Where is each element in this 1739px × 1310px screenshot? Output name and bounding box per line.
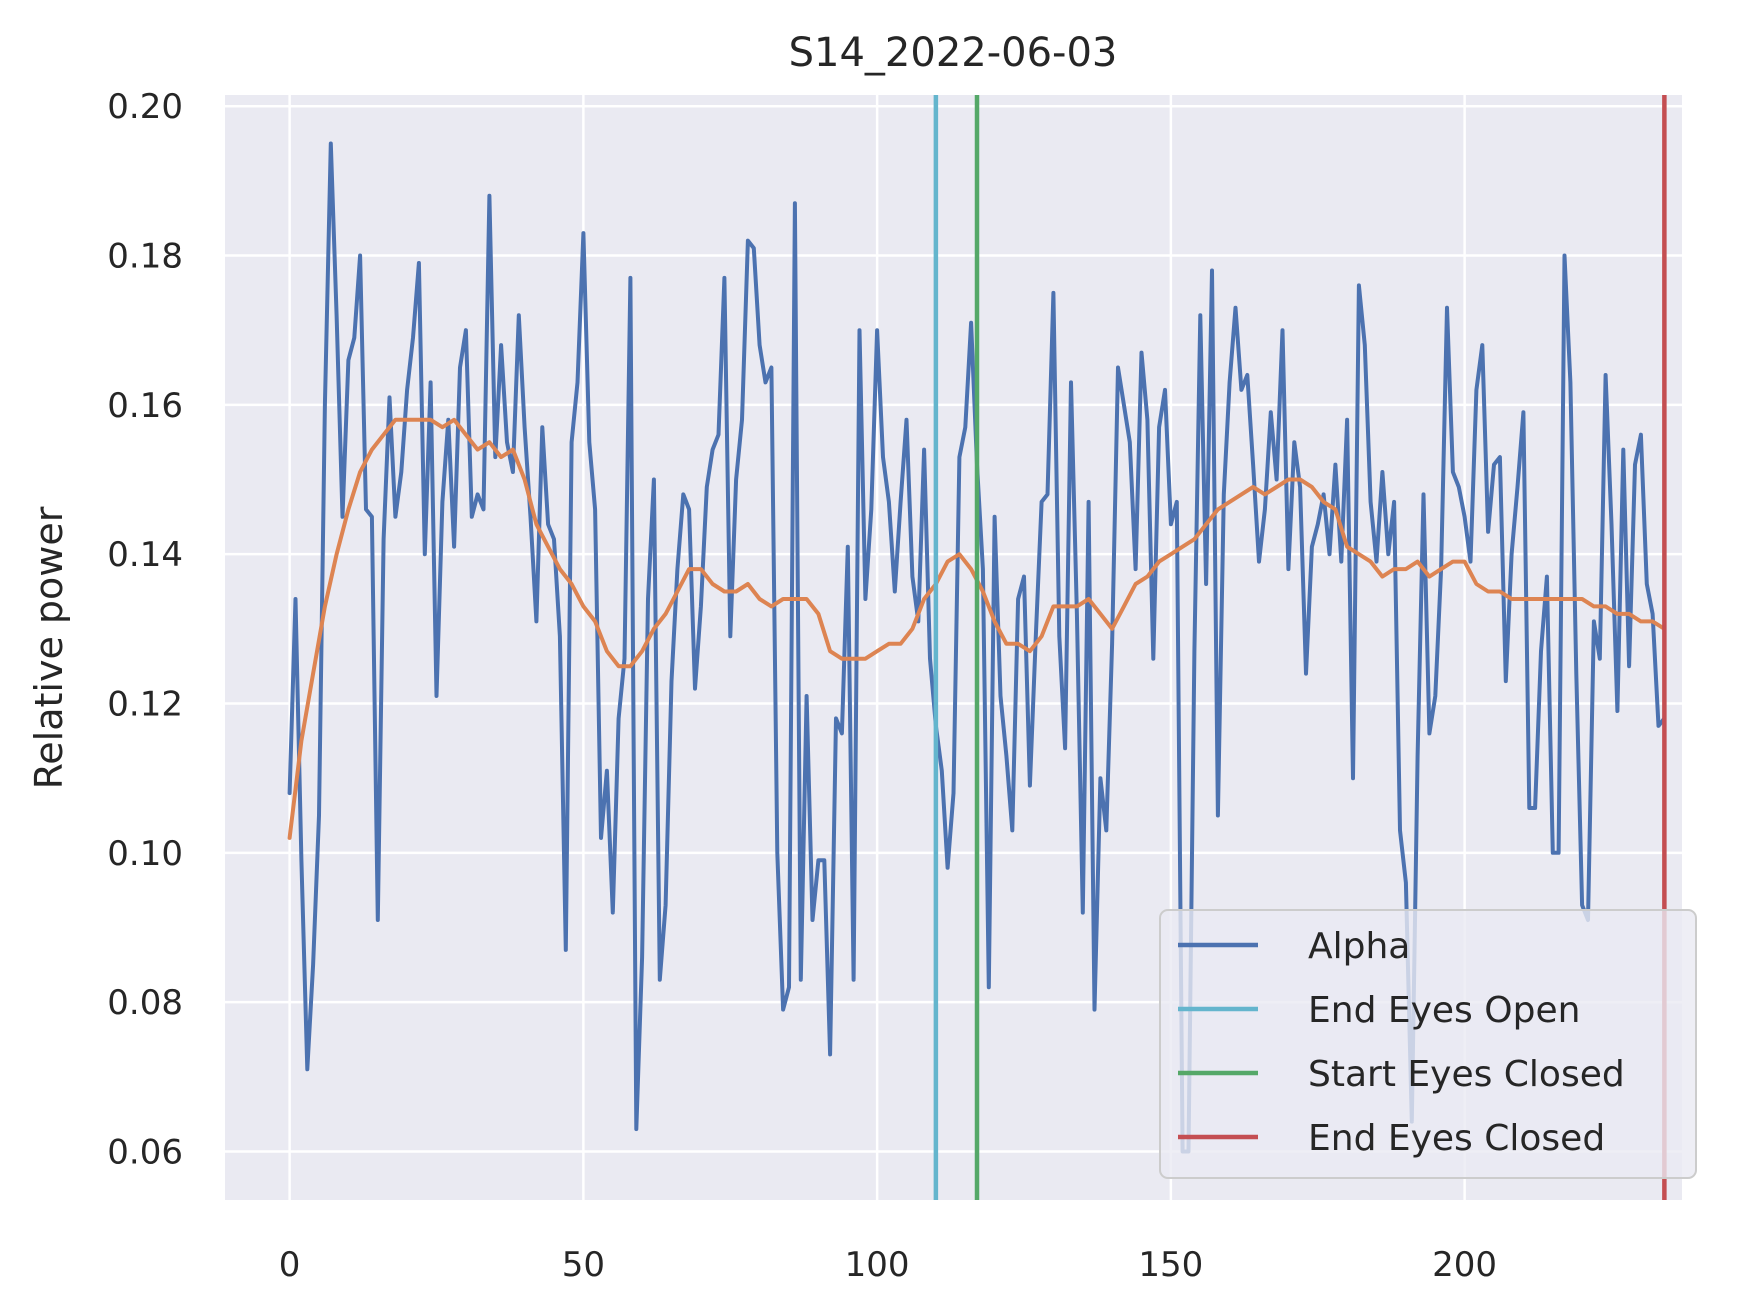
legend-label-0: Alpha (1308, 926, 1410, 967)
y-tick-label-6: 0.18 (107, 237, 183, 277)
y-axis-label: Relative power (27, 506, 71, 789)
chart-title: S14_2022-06-03 (789, 30, 1118, 76)
legend-label-2: Start Eyes Closed (1308, 1054, 1625, 1095)
legend: Alpha End Eyes Open Start Eyes Closed End E… (1159, 909, 1697, 1179)
legend-label-1: End Eyes Open (1308, 990, 1580, 1031)
y-tick-label-5: 0.16 (107, 386, 183, 426)
x-tick-label-2: 100 (845, 1245, 910, 1285)
x-tick-label-0: 0 (279, 1245, 301, 1285)
x-tick-label-4: 200 (1432, 1245, 1497, 1285)
y-tick-label-1: 0.08 (107, 983, 183, 1023)
y-tick-label-0: 0.06 (107, 1132, 183, 1172)
x-axis-ticks: 0 50 100 150 200 (279, 1245, 1497, 1285)
y-axis-ticks: 0.06 0.08 0.10 0.12 0.14 0.16 0.18 0.20 (107, 87, 183, 1172)
y-tick-label-4: 0.14 (107, 535, 183, 575)
legend-label-3: End Eyes Closed (1308, 1118, 1605, 1159)
x-tick-label-3: 150 (1138, 1245, 1203, 1285)
x-tick-label-1: 50 (562, 1245, 605, 1285)
y-tick-label-7: 0.20 (107, 87, 183, 127)
legend-box (1159, 909, 1697, 1179)
y-tick-label-3: 0.12 (107, 684, 183, 724)
y-tick-label-2: 0.10 (107, 834, 183, 874)
